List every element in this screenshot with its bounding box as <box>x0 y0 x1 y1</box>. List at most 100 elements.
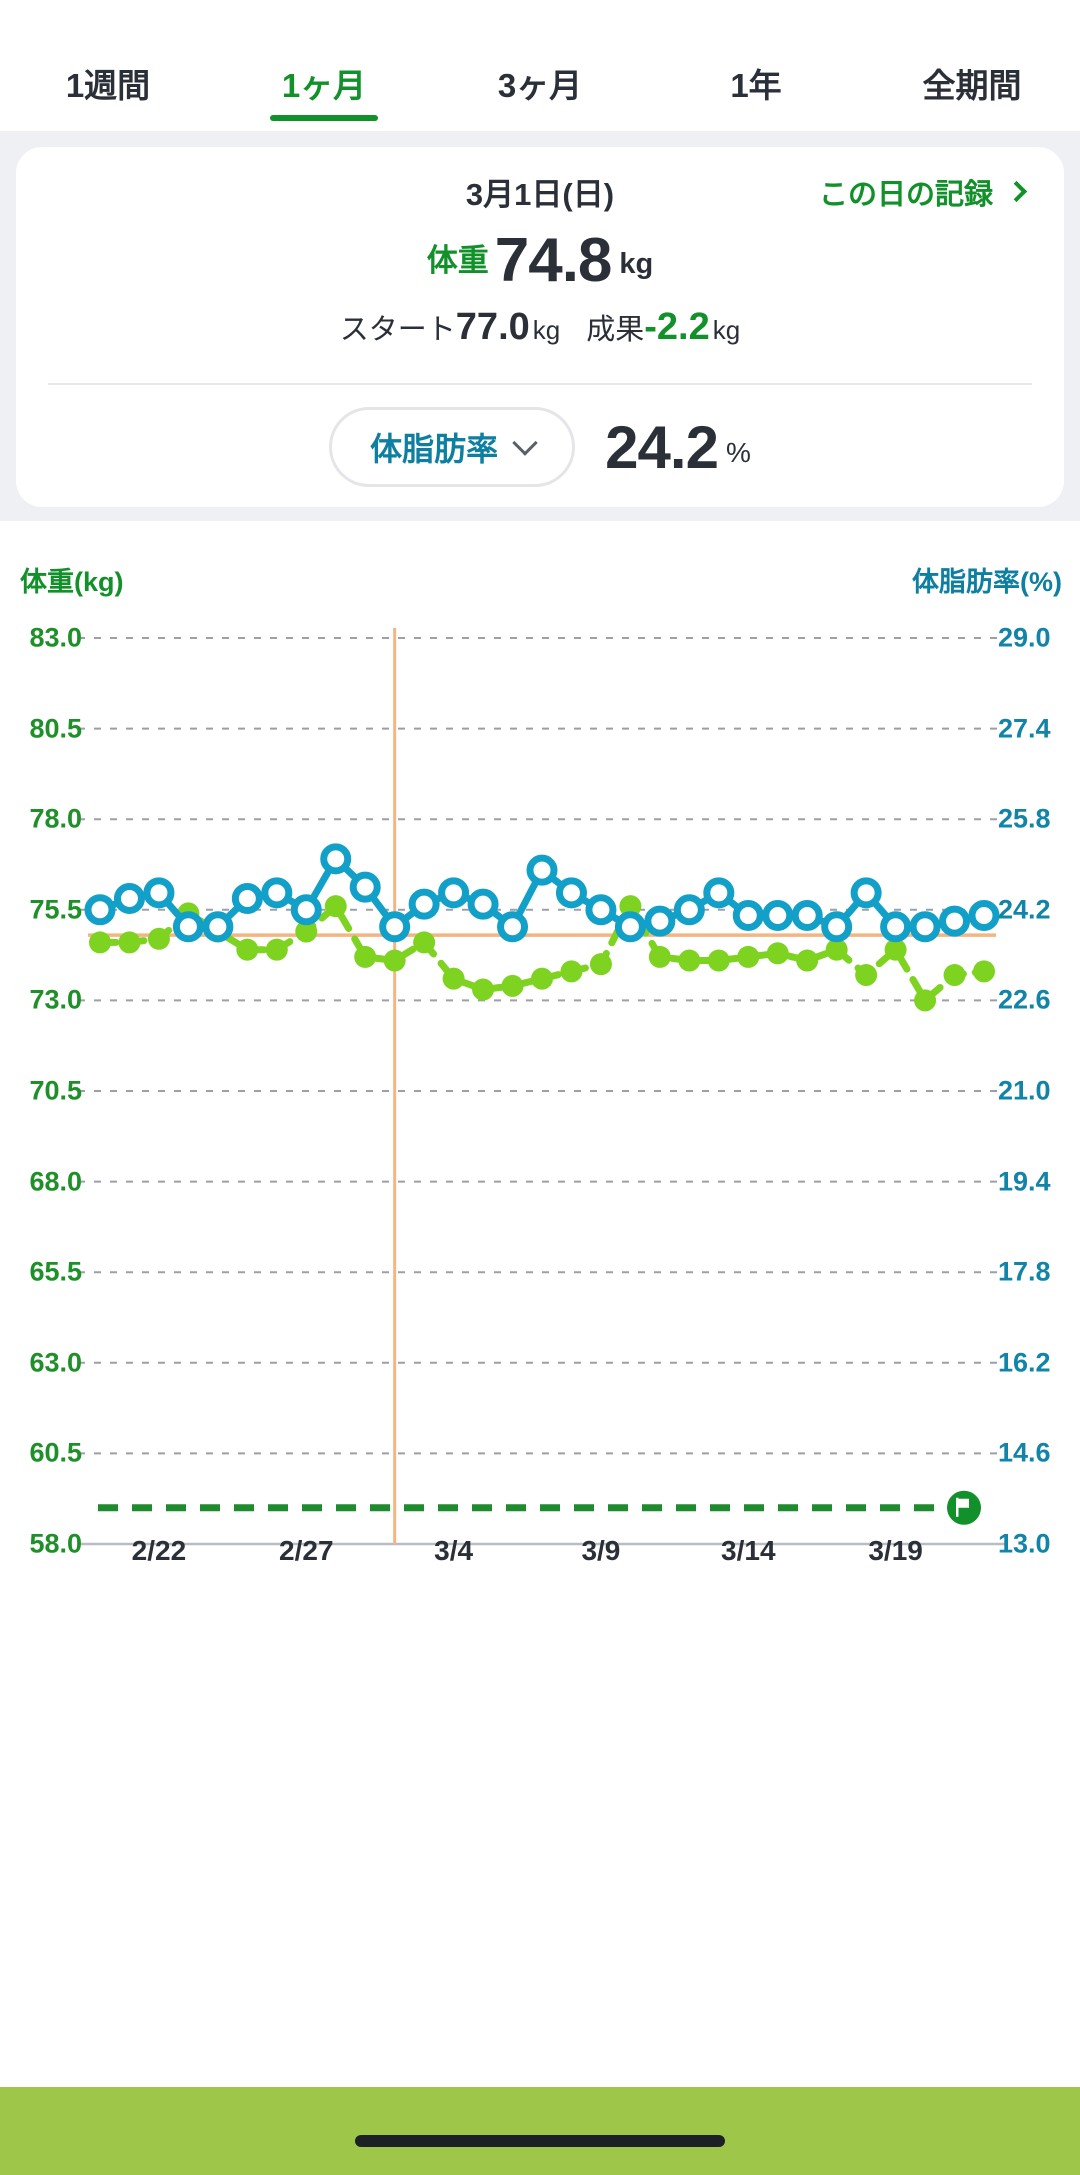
start-unit: kg <box>532 315 561 345</box>
data-point <box>555 877 587 909</box>
data-point <box>648 945 671 968</box>
data-point <box>147 927 170 950</box>
result-label: 成果 <box>586 314 645 346</box>
right-axis-tick-label: 27.4 <box>998 713 1051 744</box>
weight-summary-row: 体重74.8 kg <box>16 225 1064 296</box>
data-point <box>737 945 760 968</box>
data-point <box>973 960 995 983</box>
data-point <box>619 895 642 918</box>
right-axis-tick-label: 19.4 <box>998 1166 1051 1197</box>
chart-container[interactable]: 体重(kg) 体脂肪率(%) 83.0 80.5 78.0 75.5 73.0 70.5 6… <box>0 521 1080 2087</box>
goal-marker-icon <box>947 1490 981 1525</box>
data-point <box>349 871 381 903</box>
left-axis-tick-label: 60.5 <box>29 1437 82 1468</box>
tab-3months[interactable]: 3ヶ月 <box>432 0 648 131</box>
metric-value: 24.2 <box>605 413 719 481</box>
right-axis-tick-label: 14.6 <box>998 1437 1051 1468</box>
right-axis-tick-label: 17.8 <box>998 1256 1051 1287</box>
data-point <box>472 978 495 1001</box>
tab-1year[interactable]: 1年 <box>648 0 864 131</box>
metric-selector-dropdown[interactable]: 体脂肪率 <box>329 407 576 487</box>
data-point <box>825 938 848 961</box>
data-point <box>909 911 941 943</box>
x-axis-tick-label: 3/14 <box>721 1535 776 1566</box>
data-point <box>884 938 907 961</box>
data-point <box>89 931 111 954</box>
chevron-down-icon <box>512 430 538 456</box>
data-point <box>143 877 175 909</box>
metric-value-group: 24.2% <box>605 413 751 482</box>
tab-1month[interactable]: 1ヶ月 <box>216 0 432 131</box>
left-axis-tick-label: 65.5 <box>29 1256 82 1287</box>
data-point <box>526 854 558 886</box>
data-point <box>265 938 288 961</box>
bottom-band <box>0 2087 1080 2175</box>
data-point <box>766 942 789 965</box>
x-axis-tick-label: 3/9 <box>581 1535 621 1566</box>
data-point <box>354 945 377 968</box>
data-point <box>560 960 583 983</box>
left-axis-tick-label: 75.5 <box>29 894 82 925</box>
data-point <box>880 911 912 943</box>
x-axis-tick-label: 2/27 <box>279 1535 334 1566</box>
data-point <box>202 911 234 943</box>
left-axis-tick-label: 70.5 <box>29 1075 82 1106</box>
data-point <box>703 877 735 909</box>
left-axis-tick-label: 68.0 <box>29 1166 82 1197</box>
left-axis-tick-label: 58.0 <box>29 1528 82 1559</box>
data-point <box>644 905 676 937</box>
data-point <box>673 894 705 926</box>
card-divider <box>48 383 1032 385</box>
tab-label: 1ヶ月 <box>281 66 367 104</box>
data-point <box>413 931 436 954</box>
data-point <box>236 938 259 961</box>
weight-label: 体重 <box>426 243 489 278</box>
right-axis-tick-label: 25.8 <box>998 803 1051 834</box>
result-value: -2.2 <box>644 306 710 348</box>
data-point <box>231 882 263 914</box>
day-record-link-label: この日の記録 <box>818 179 993 211</box>
data-point <box>290 894 322 926</box>
chart-plot[interactable] <box>0 521 1080 2087</box>
data-point <box>821 911 853 943</box>
x-axis-tick-label: 3/19 <box>868 1535 923 1566</box>
tab-all-time[interactable]: 全期間 <box>864 0 1080 131</box>
data-point <box>261 877 293 909</box>
day-record-link[interactable]: この日の記録 <box>818 171 1028 213</box>
metric-unit: % <box>725 436 751 468</box>
data-point <box>531 967 553 990</box>
left-axis-tick-label: 78.0 <box>29 803 82 834</box>
data-point <box>408 888 440 920</box>
data-point <box>796 949 819 972</box>
data-point <box>614 911 646 943</box>
data-point <box>943 964 966 987</box>
data-point <box>762 899 794 931</box>
left-axis-tick-label: 83.0 <box>29 622 82 653</box>
right-axis-tick-label: 24.2 <box>998 894 1051 925</box>
data-point <box>707 949 730 972</box>
data-point <box>118 931 141 954</box>
right-axis-tick-label: 16.2 <box>998 1347 1051 1378</box>
data-point <box>939 905 971 937</box>
left-axis-tick-label: 80.5 <box>29 713 82 744</box>
right-axis-tick-label: 13.0 <box>998 1528 1051 1559</box>
start-and-result-row: スタート77.0 kg 成果-2.2 kg <box>16 306 1064 349</box>
chevron-right-icon <box>1005 180 1028 202</box>
data-point <box>383 949 406 972</box>
data-point <box>501 974 524 997</box>
data-point <box>497 911 529 943</box>
data-point <box>172 911 204 943</box>
x-axis-tick-label: 2/22 <box>131 1535 187 1566</box>
data-point <box>320 843 352 875</box>
result-unit: kg <box>712 315 741 345</box>
data-point <box>324 895 347 918</box>
left-axis-tick-label: 63.0 <box>29 1347 82 1378</box>
left-axis-tick-label: 73.0 <box>29 984 82 1015</box>
tab-1week[interactable]: 1週間 <box>0 0 216 131</box>
tab-label: 3ヶ月 <box>497 66 583 104</box>
data-point <box>379 911 411 943</box>
right-axis-tick-label: 22.6 <box>998 984 1051 1015</box>
home-indicator[interactable] <box>355 2135 725 2147</box>
data-point <box>732 899 764 931</box>
start-value: 77.0 <box>455 306 530 348</box>
